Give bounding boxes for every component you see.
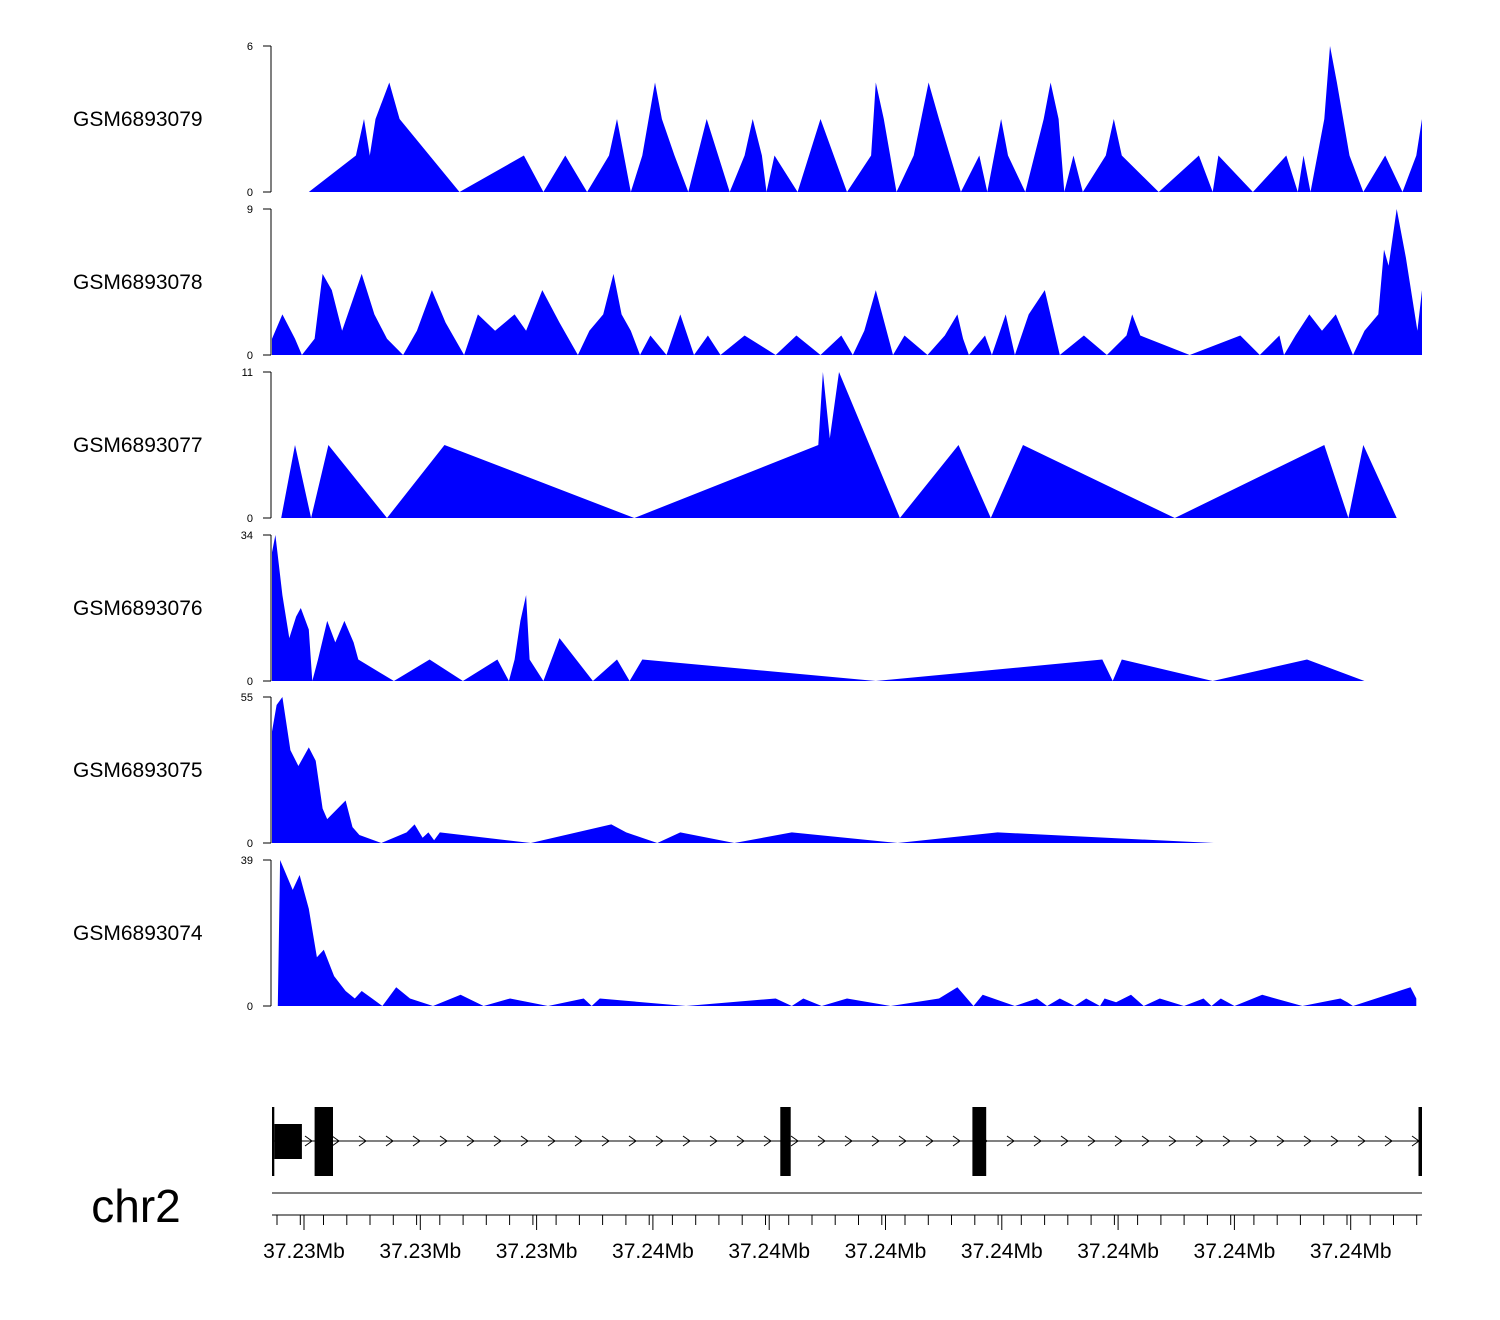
track-GSM6893079: GSM6893079 6 0 — [73, 41, 1422, 199]
strand-arrow — [628, 1135, 637, 1147]
strand-arrow — [655, 1135, 664, 1147]
coverage-area — [272, 697, 1214, 843]
strand-arrow — [1195, 1135, 1204, 1147]
strand-arrow — [1330, 1135, 1339, 1147]
y-min-label: 0 — [247, 187, 253, 199]
strand-arrow — [682, 1135, 691, 1147]
coverage-area — [277, 860, 1417, 1006]
y-max-label: 6 — [247, 41, 253, 53]
x-tick-label: 37.24Mb — [1077, 1240, 1159, 1263]
strand-arrow — [871, 1135, 880, 1147]
strand-arrow — [1222, 1135, 1231, 1147]
track-GSM6893078: GSM6893078 9 0 — [73, 204, 1422, 362]
y-max-label: 11 — [242, 367, 253, 379]
strand-arrow — [790, 1135, 799, 1147]
strand-arrow — [1276, 1135, 1285, 1147]
x-tick-label: 37.24Mb — [845, 1240, 927, 1263]
strand-arrow — [385, 1135, 394, 1147]
strand-arrow — [466, 1135, 475, 1147]
strand-arrow — [844, 1135, 853, 1147]
y-min-label: 0 — [247, 350, 253, 362]
strand-arrow — [412, 1135, 421, 1147]
strand-arrow — [1087, 1135, 1096, 1147]
coding-exon — [272, 1107, 275, 1176]
strand-arrow — [898, 1135, 907, 1147]
track-label: GSM6893078 — [73, 271, 203, 294]
strand-arrow — [1033, 1135, 1042, 1147]
strand-arrow — [1303, 1135, 1312, 1147]
y-min-label: 0 — [247, 838, 253, 850]
y-max-label: 34 — [241, 530, 253, 542]
utr-exon — [274, 1124, 302, 1159]
strand-arrow — [1168, 1135, 1177, 1147]
strand-arrow — [493, 1135, 502, 1147]
strand-arrow — [304, 1135, 313, 1147]
track-label: GSM6893075 — [73, 759, 203, 782]
strand-arrow — [1006, 1135, 1015, 1147]
track-GSM6893076: GSM6893076 34 0 — [73, 530, 1365, 688]
x-tick-label: 37.23Mb — [379, 1240, 461, 1263]
strand-arrow — [1384, 1135, 1393, 1147]
coding-exon — [780, 1107, 791, 1176]
strand-arrow — [817, 1135, 826, 1147]
track-GSM6893077: GSM6893077 11 0 — [73, 367, 1397, 525]
x-tick-label: 37.24Mb — [728, 1240, 810, 1263]
track-label: GSM6893076 — [73, 597, 203, 620]
strand-arrow — [520, 1135, 529, 1147]
strand-arrow — [439, 1135, 448, 1147]
strand-arrow — [1141, 1135, 1150, 1147]
strand-arrow — [331, 1135, 340, 1147]
coverage-area — [308, 46, 1422, 192]
strand-arrow — [1060, 1135, 1069, 1147]
coding-exon — [972, 1107, 987, 1176]
strand-arrow — [601, 1135, 610, 1147]
coverage-area — [272, 535, 1365, 681]
x-tick-label: 37.23Mb — [263, 1240, 345, 1263]
x-tick-label: 37.24Mb — [1310, 1240, 1392, 1263]
y-max-label: 55 — [241, 692, 253, 704]
strand-arrow — [358, 1135, 367, 1147]
strand-arrow — [1114, 1135, 1123, 1147]
y-min-label: 0 — [247, 1001, 253, 1013]
coverage-area — [272, 209, 1422, 355]
strand-arrow — [952, 1135, 961, 1147]
y-max-label: 9 — [247, 204, 253, 216]
strand-arrow — [736, 1135, 745, 1147]
coverage-area — [281, 372, 1397, 518]
strand-arrow — [709, 1135, 718, 1147]
y-min-label: 0 — [247, 676, 253, 688]
coding-exon — [1418, 1107, 1422, 1176]
genomic-axis: 37.23Mb 37.23Mb 37.23Mb 37.24Mb 37.24Mb 37.24… — [263, 1192, 1422, 1263]
coding-exon — [314, 1107, 333, 1176]
strand-arrow — [574, 1135, 583, 1147]
x-tick-label: 37.24Mb — [961, 1240, 1043, 1263]
strand-arrow — [547, 1135, 556, 1147]
strand-arrow — [925, 1135, 934, 1147]
strand-arrow — [1249, 1135, 1258, 1147]
x-tick-label: 37.24Mb — [612, 1240, 694, 1263]
y-min-label: 0 — [247, 513, 253, 525]
track-label: GSM6893079 — [73, 108, 203, 131]
x-tick-label: 37.23Mb — [496, 1240, 578, 1263]
chromosome-label: chr2 — [91, 1180, 180, 1232]
strand-arrow — [1357, 1135, 1366, 1147]
gene-model-track — [272, 1107, 1422, 1176]
strand-arrow — [763, 1135, 772, 1147]
coverage-tracks: GSM689307960GSM689307890GSM6893077110GSM… — [73, 41, 1422, 1013]
y-max-label: 39 — [241, 855, 253, 867]
track-GSM6893074: GSM6893074 39 0 — [73, 855, 1417, 1013]
track-GSM6893075: GSM6893075 55 0 — [73, 692, 1214, 850]
track-label: GSM6893074 — [73, 922, 203, 945]
x-tick-label: 37.24Mb — [1194, 1240, 1276, 1263]
track-label: GSM6893077 — [73, 434, 203, 457]
